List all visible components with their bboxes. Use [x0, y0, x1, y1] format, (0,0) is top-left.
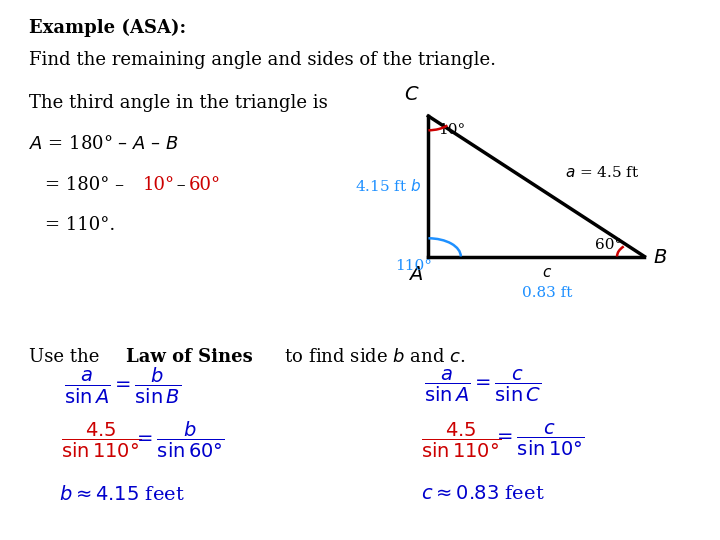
Text: $A$ = 180° – $A$ – $B$: $A$ = 180° – $A$ – $B$ — [29, 135, 179, 153]
Text: Example (ASA):: Example (ASA): — [29, 19, 186, 37]
Text: $c$: $c$ — [542, 266, 552, 280]
Text: = 180° –: = 180° – — [45, 176, 130, 193]
Text: $A$: $A$ — [408, 266, 423, 284]
Text: = 110°.: = 110°. — [45, 216, 115, 234]
Text: 110°: 110° — [395, 259, 432, 273]
Text: Use the: Use the — [29, 348, 105, 366]
Text: $= \dfrac{b}{\sin 60°}$: $= \dfrac{b}{\sin 60°}$ — [133, 420, 225, 460]
Text: $b \approx 4.15$ feet: $b \approx 4.15$ feet — [60, 484, 185, 504]
Text: Find the remaining angle and sides of the triangle.: Find the remaining angle and sides of th… — [29, 51, 496, 69]
Text: $\dfrac{4.5}{\sin 110°}$: $\dfrac{4.5}{\sin 110°}$ — [421, 421, 501, 460]
Text: 60°: 60° — [189, 176, 221, 193]
Text: $B$: $B$ — [653, 248, 667, 267]
Text: 60°: 60° — [595, 238, 623, 252]
Text: 4.15 ft $b$: 4.15 ft $b$ — [355, 178, 421, 194]
Text: 10°: 10° — [143, 176, 175, 193]
Text: $C$: $C$ — [404, 86, 420, 104]
Text: $\dfrac{a}{\sin A} = \dfrac{c}{\sin C}$: $\dfrac{a}{\sin A} = \dfrac{c}{\sin C}$ — [423, 368, 541, 404]
Text: 10°: 10° — [438, 123, 466, 137]
Text: to find side $b$ and $c$.: to find side $b$ and $c$. — [279, 348, 466, 366]
Text: The third angle in the triangle is: The third angle in the triangle is — [29, 94, 328, 112]
Text: Law of Sines: Law of Sines — [126, 348, 253, 366]
Text: $\dfrac{a}{\sin A} = \dfrac{b}{\sin B}$: $\dfrac{a}{\sin A} = \dfrac{b}{\sin B}$ — [64, 366, 181, 406]
Text: –: – — [171, 176, 192, 193]
Text: $= \dfrac{c}{\sin 10°}$: $= \dfrac{c}{\sin 10°}$ — [493, 422, 585, 458]
Text: 0.83 ft: 0.83 ft — [522, 286, 572, 300]
Text: $c \approx 0.83$ feet: $c \approx 0.83$ feet — [420, 485, 544, 503]
Text: $\dfrac{4.5}{\sin 110°}$: $\dfrac{4.5}{\sin 110°}$ — [61, 421, 141, 460]
Text: $a$ = 4.5 ft: $a$ = 4.5 ft — [565, 165, 640, 180]
